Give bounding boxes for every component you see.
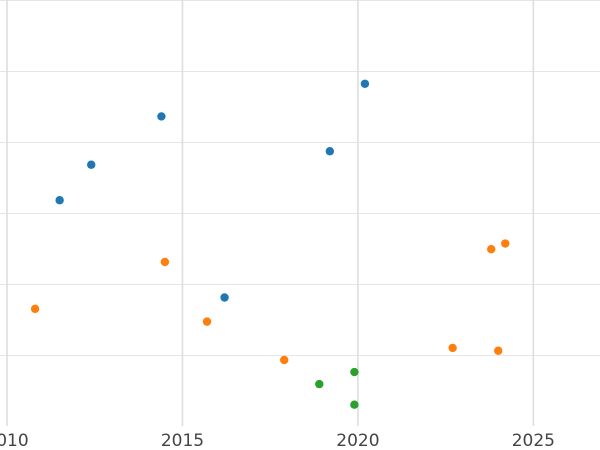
point-series-1-5 bbox=[325, 147, 335, 156]
x-tick-label-2015: 2015 bbox=[161, 431, 204, 450]
point-series-3-2 bbox=[350, 367, 359, 377]
point-series-2-6 bbox=[487, 245, 496, 254]
point-series-1-3 bbox=[157, 112, 166, 121]
point-series-1-4 bbox=[220, 293, 229, 302]
point-series-2-8 bbox=[501, 239, 510, 248]
point-series-2-3 bbox=[202, 317, 212, 326]
x-tick-label-2025: 2025 bbox=[512, 431, 555, 450]
point-series-3-1 bbox=[315, 379, 324, 389]
x-tick-label-2020: 2020 bbox=[336, 431, 379, 450]
data-points bbox=[30, 79, 510, 409]
point-series-1-6 bbox=[360, 79, 370, 88]
point-series-2-2 bbox=[160, 257, 170, 267]
x-tick-labels: 2010 2015 2020 2025 bbox=[0, 431, 555, 450]
point-series-2-4 bbox=[280, 355, 289, 365]
point-series-3-3 bbox=[350, 400, 359, 409]
point-series-1-1 bbox=[55, 196, 64, 205]
x-tick-label-2010: 2010 bbox=[0, 431, 29, 450]
point-series-2-1 bbox=[30, 304, 40, 314]
grid bbox=[0, 0, 600, 426]
point-series-2-5 bbox=[448, 343, 457, 353]
point-series-1-2 bbox=[87, 160, 96, 169]
point-series-2-7 bbox=[494, 346, 503, 355]
